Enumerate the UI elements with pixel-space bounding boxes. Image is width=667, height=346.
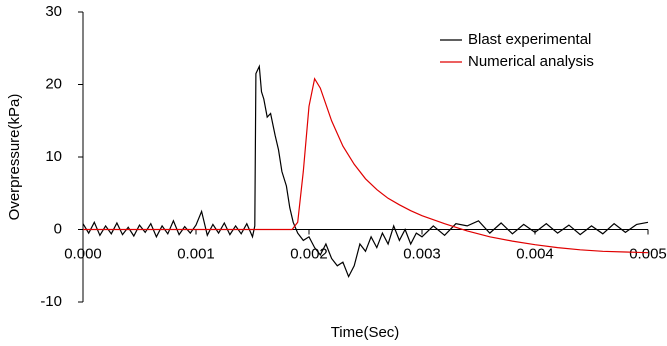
legend-label: Numerical analysis bbox=[468, 53, 594, 70]
y-tick-label: -10 bbox=[40, 293, 62, 310]
series-line bbox=[83, 77, 649, 254]
x-tick-label: 0.004 bbox=[516, 245, 554, 262]
series-line bbox=[82, 64, 649, 279]
x-tick-label: 0.005 bbox=[629, 245, 667, 262]
x-axis-title: Time(Sec) bbox=[331, 324, 400, 341]
y-tick-label: 30 bbox=[45, 3, 62, 20]
x-tick-label: 0.002 bbox=[290, 245, 328, 262]
y-axis-title: Overpressure(kPa) bbox=[6, 94, 23, 221]
x-tick-label: 0.001 bbox=[177, 245, 215, 262]
y-tick-label: 20 bbox=[45, 75, 62, 92]
y-tick-label: 10 bbox=[45, 148, 62, 165]
x-tick-label: 0.000 bbox=[64, 245, 102, 262]
legend-label: Blast experimental bbox=[468, 31, 591, 48]
y-tick-label: 0 bbox=[54, 220, 62, 237]
x-tick-label: 0.003 bbox=[403, 245, 441, 262]
